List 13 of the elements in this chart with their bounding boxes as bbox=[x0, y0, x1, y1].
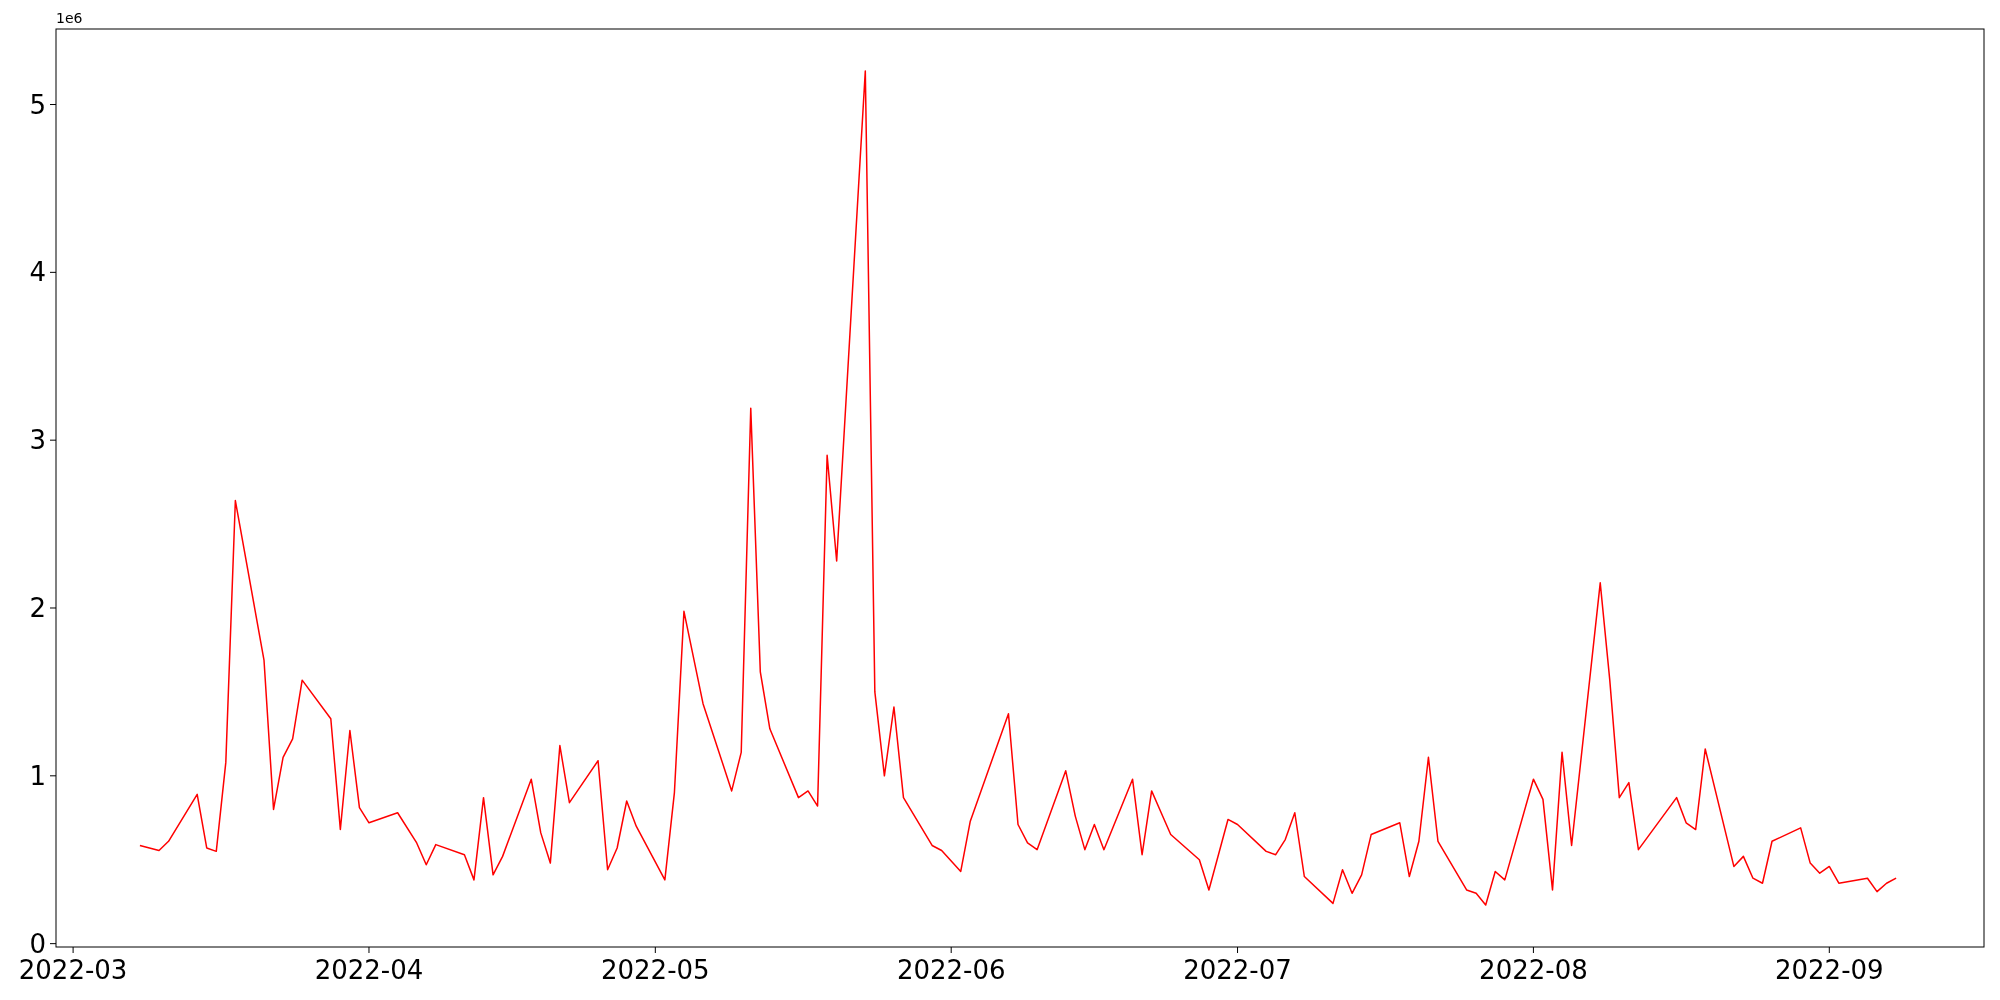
x-tick-label: 2022-08 bbox=[1479, 955, 1588, 985]
y-tick-label: 5 bbox=[29, 89, 46, 120]
y-tick-label: 1 bbox=[29, 760, 46, 791]
y-tick-label: 4 bbox=[29, 257, 46, 288]
y-tick-label: 3 bbox=[29, 425, 46, 456]
y-tick-label: 2 bbox=[29, 593, 46, 624]
x-tick-label: 2022-09 bbox=[1774, 955, 1884, 985]
y-axis-title: 1e6 bbox=[56, 10, 83, 26]
x-tick-label: 2022-04 bbox=[314, 955, 424, 985]
x-tick-label: 2022-07 bbox=[1183, 955, 1292, 985]
x-tick-label: 2022-06 bbox=[896, 955, 1006, 985]
x-tick-label: 2022-05 bbox=[601, 955, 710, 985]
line-series bbox=[139, 70, 1897, 906]
